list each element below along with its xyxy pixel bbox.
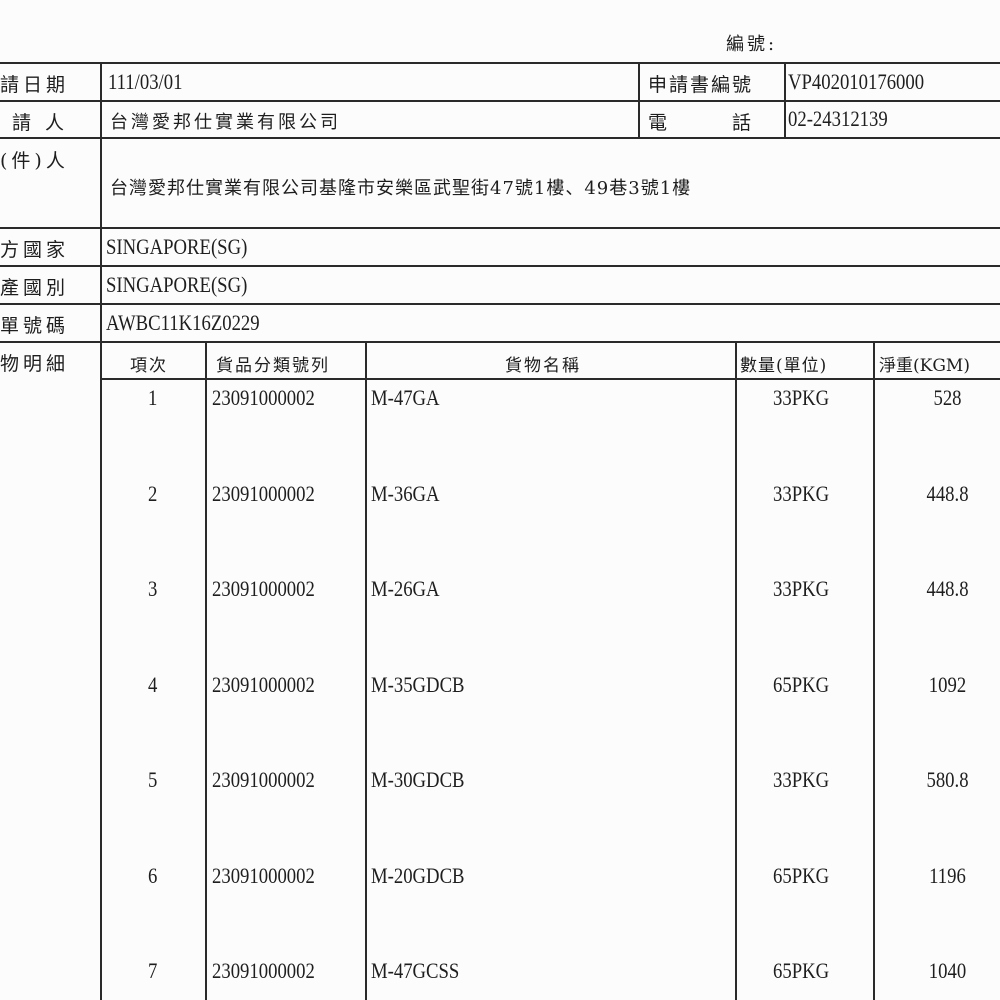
country-label: 方國家 (0, 239, 70, 261)
item-name: M-26GA (371, 576, 440, 601)
item-quantity: 65PKG (773, 958, 830, 983)
rule (0, 341, 1000, 343)
item-quantity: 33PKG (773, 576, 830, 601)
rule (784, 62, 786, 138)
item-name: M-35GDCB (371, 671, 465, 697)
item-number: 4 (148, 671, 158, 697)
app-no-label: 申請書編號 (648, 74, 754, 96)
header-weight: 淨重(KGM) (879, 356, 970, 376)
header-name: 貨物名稱 (505, 356, 581, 376)
consignee-label: (件)人 (0, 150, 69, 172)
item-quantity: 33PKG (773, 385, 830, 410)
item-number: 3 (148, 576, 158, 601)
item-number: 6 (148, 862, 158, 888)
item-name: M-30GDCB (371, 767, 465, 792)
item-quantity: 65PKG (773, 671, 830, 697)
item-code: 23091000002 (212, 480, 315, 506)
rule (100, 62, 102, 1000)
item-quantity: 33PKG (773, 767, 830, 792)
item-number: 1 (148, 385, 158, 410)
applicant-label: 請 人 (12, 112, 69, 134)
date-value: 111/03/01 (108, 69, 183, 94)
item-weight: 448.8 (926, 480, 969, 506)
item-code: 23091000002 (212, 385, 315, 410)
bill-value: AWBC11K16Z0229 (106, 310, 260, 335)
serial-label: 編號: (726, 34, 778, 55)
app-no-value: VP402010176000 (788, 69, 925, 94)
origin-value: SINGAPORE(SG) (106, 272, 248, 297)
item-code: 23091000002 (212, 671, 315, 697)
rule (0, 265, 1000, 267)
rule (638, 62, 640, 138)
consignee-value: 台灣愛邦仕實業有限公司基隆市安樂區武聖街47號1樓、49巷3號1樓 (110, 178, 692, 199)
item-name: M-47GA (371, 385, 440, 410)
item-name: M-20GDCB (371, 862, 465, 888)
item-quantity: 33PKG (773, 480, 830, 506)
rule (100, 378, 1000, 380)
item-weight: 1092 (928, 671, 967, 697)
origin-label: 產國別 (0, 277, 70, 299)
rule (0, 137, 1000, 139)
item-name: M-36GA (371, 480, 440, 506)
item-number: 7 (148, 958, 158, 983)
item-weight: 580.8 (926, 767, 969, 792)
header-code: 貨品分類號列 (216, 356, 330, 376)
rule (0, 62, 1000, 64)
item-code: 23091000002 (212, 767, 315, 792)
item-weight: 1040 (928, 958, 967, 983)
bill-label: 單號碼 (0, 315, 70, 337)
rule (0, 303, 1000, 305)
rule (873, 341, 875, 1000)
rule (205, 341, 207, 1000)
country-value: SINGAPORE(SG) (106, 234, 248, 259)
rule (365, 341, 367, 1000)
item-number: 5 (148, 767, 158, 792)
header-item: 項次 (130, 356, 168, 376)
item-quantity: 65PKG (773, 862, 830, 888)
item-code: 23091000002 (212, 958, 315, 983)
applicant-value: 台灣愛邦仕實業有限公司 (110, 112, 341, 133)
item-number: 2 (148, 480, 158, 506)
rule (0, 100, 1000, 102)
phone-label: 電 話 (648, 112, 754, 134)
goods-label: 物明細 (0, 353, 70, 375)
item-name: M-47GCSS (371, 958, 460, 983)
item-weight: 1196 (929, 862, 966, 888)
header-qty: 數量(單位) (740, 356, 828, 376)
phone-value: 02-24312139 (788, 106, 888, 131)
rule (0, 227, 1000, 229)
rule (735, 341, 737, 1000)
item-weight: 448.8 (926, 576, 969, 601)
item-code: 23091000002 (212, 576, 315, 601)
item-weight: 528 (933, 385, 962, 410)
date-label: 請日期 (0, 74, 70, 96)
item-code: 23091000002 (212, 862, 315, 888)
